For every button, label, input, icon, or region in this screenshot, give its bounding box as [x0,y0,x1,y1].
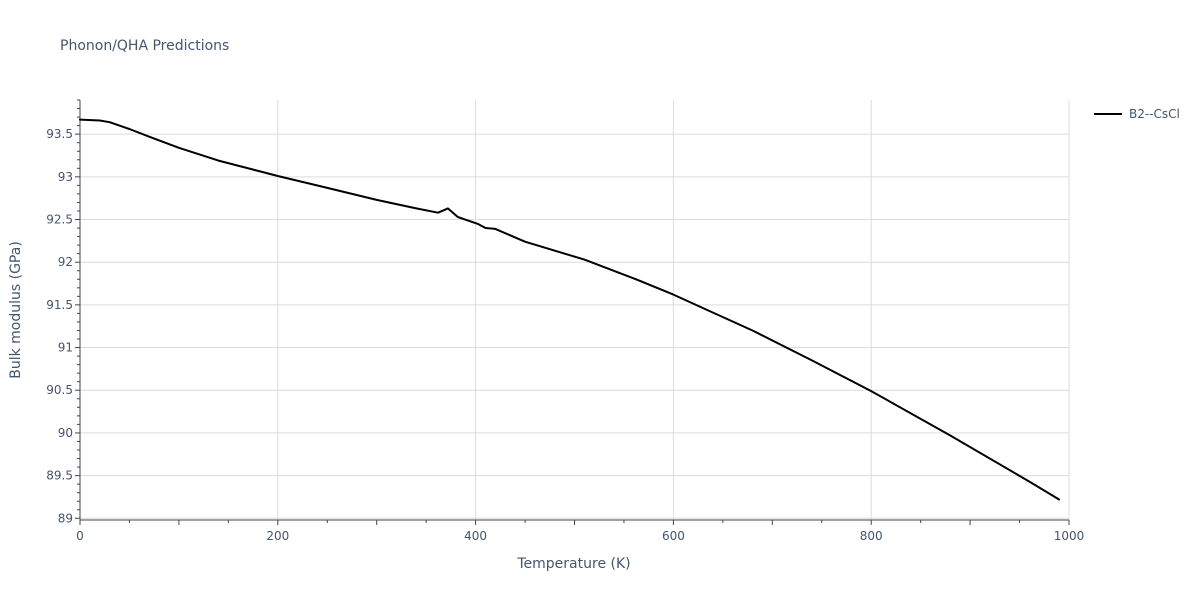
y-axis-title: Bulk modulus (GPa) [8,241,24,379]
y-tick-label: 93 [58,170,73,184]
legend[interactable]: B2--CsCl [1094,107,1180,121]
y-tick-label: 92 [58,255,73,269]
chart-title: Phonon/QHA Predictions [60,38,229,54]
x-tick-label: 400 [464,529,487,543]
x-tick-label: 0 [76,529,84,543]
y-tick-label: 89 [58,511,73,525]
y-tick-label: 92.5 [46,213,73,227]
x-tick-label: 200 [266,529,289,543]
x-tick-label: 1000 [1054,529,1085,543]
axes: 0 200 400 600 800 1000 89 89.5 90 90.5 91 91.5 92 92.… [46,99,1085,543]
y-tick-label: 91 [58,341,73,355]
y-tick-label: 91.5 [46,298,73,312]
y-tick-label: 90 [58,426,73,440]
series-line[interactable] [79,118,1061,501]
plot-area[interactable] [79,118,1061,501]
y-tick-label: 89.5 [46,469,73,483]
x-axis-title: Temperature (K) [516,556,630,572]
x-tick-label: 600 [662,529,685,543]
legend-label[interactable]: B2--CsCl [1129,107,1180,121]
y-tick-label: 90.5 [46,383,73,397]
x-tick-label: 800 [860,529,883,543]
grid [80,100,1070,520]
y-tick-label: 93.5 [46,127,73,141]
